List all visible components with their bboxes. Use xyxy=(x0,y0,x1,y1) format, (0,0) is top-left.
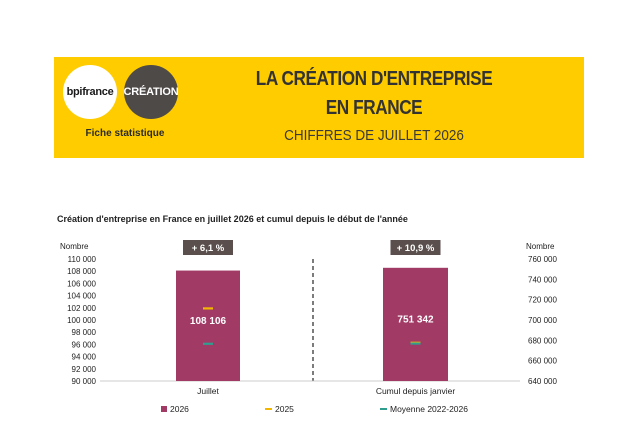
bar-value-label: 108 106 xyxy=(190,316,227,327)
y-tick-label-left: 96 000 xyxy=(72,340,97,349)
legend-label: Moyenne 2022-2026 xyxy=(390,404,468,414)
category-label-juillet: Juillet xyxy=(197,386,219,396)
category-label-cumul: Cumul depuis janvier xyxy=(376,386,456,396)
bpifrance-logo: bpifrance xyxy=(63,65,117,119)
bpifrance-logo-text: bpifrance xyxy=(66,86,114,98)
header-banner: bpifrance CRÉATION Fiche statistique LA … xyxy=(54,57,584,158)
chart-title: Création d'entreprise en France en juill… xyxy=(57,214,408,224)
creation-logo-text: CRÉATION xyxy=(123,86,179,98)
bar-2026-cumul xyxy=(383,267,448,381)
y-tick-label-left: 108 000 xyxy=(67,267,96,276)
y-tick-label-left: 104 000 xyxy=(67,292,96,301)
legend-swatch-2026 xyxy=(161,406,167,412)
bar-value-label: 751 342 xyxy=(397,314,434,325)
variation-badge xyxy=(183,240,233,255)
y-tick-label-left: 102 000 xyxy=(67,304,96,313)
y-tick-label-right: 680 000 xyxy=(528,336,557,345)
y-tick-label-left: 110 000 xyxy=(68,255,97,264)
variation-badge xyxy=(390,240,441,255)
y-tick-label-left: 100 000 xyxy=(67,316,96,325)
page-subtitle: CHIFFRES DE JUILLET 2026 xyxy=(284,127,464,144)
y-tick-label-right: 720 000 xyxy=(528,296,557,305)
fiche-label: Fiche statistique xyxy=(85,128,165,139)
variation-label: + 6,1 % xyxy=(192,243,225,254)
page-title-line2: EN FRANCE xyxy=(325,97,423,119)
y-tick-label-left: 106 000 xyxy=(67,279,96,288)
page-title-line1: LA CRÉATION D'ENTREPRISE xyxy=(255,68,493,90)
y-tick-label-left: 94 000 xyxy=(72,353,97,362)
creation-logo: CRÉATION xyxy=(123,65,179,119)
y-tick-label-right: 700 000 xyxy=(528,316,557,325)
legend-label: 2026 xyxy=(170,404,189,414)
y-tick-label-right: 640 000 xyxy=(528,377,557,386)
y-tick-label-right: 740 000 xyxy=(528,275,557,284)
y-tick-label-left: 90 000 xyxy=(72,377,97,386)
y-tick-label-right: 660 000 xyxy=(528,357,557,366)
bar-2026-juillet xyxy=(176,270,240,381)
y-axis-label-left: Nombre xyxy=(60,242,89,251)
variation-label: + 10,9 % xyxy=(397,243,435,254)
legend-label: 2025 xyxy=(275,404,294,414)
y-tick-label-left: 92 000 xyxy=(72,365,97,374)
y-axis-label-right: Nombre xyxy=(526,242,555,251)
y-tick-label-left: 98 000 xyxy=(72,328,97,337)
y-tick-label-right: 760 000 xyxy=(528,255,557,264)
